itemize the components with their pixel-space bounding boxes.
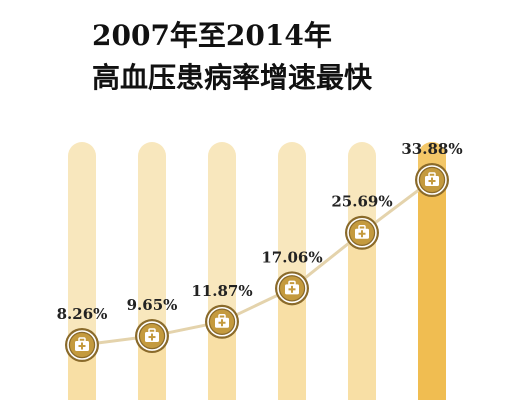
data-label-6: 33.88% (401, 140, 462, 158)
data-label-5: 25.69% (331, 193, 392, 211)
data-point-ring-1 (67, 330, 97, 360)
data-point-ring-4 (277, 273, 307, 304)
data-label-4: 17.06% (261, 248, 322, 266)
data-point-ring-6 (417, 165, 447, 195)
chart-title-line-1: 2007年至2014年 (92, 19, 332, 52)
medical-kit-handle-icon (78, 337, 86, 343)
medical-kit-handle-icon (288, 280, 296, 286)
column-fill-4 (278, 288, 306, 400)
medical-kit-handle-icon (358, 224, 366, 230)
medical-kit-handle-icon (428, 172, 436, 178)
medical-cross-horizontal (358, 232, 366, 235)
data-label-3: 11.87% (191, 282, 252, 300)
data-point-ring-3 (207, 306, 237, 337)
medical-cross-horizontal (218, 321, 226, 324)
data-point-ring-5 (347, 217, 377, 248)
medical-cross-horizontal (288, 288, 296, 291)
medical-kit-handle-icon (148, 328, 156, 334)
data-label-1: 8.26% (57, 305, 108, 323)
chart-title-line-2: 高血压患病率增速最快 (92, 61, 373, 94)
medical-cross-horizontal (78, 345, 86, 347)
data-label-2: 9.65% (127, 296, 178, 314)
medical-cross-horizontal (148, 336, 156, 339)
column-fill-6 (418, 180, 446, 400)
column-fill-5 (348, 232, 376, 400)
medical-kit-handle-icon (218, 314, 226, 320)
data-point-ring-2 (137, 321, 167, 351)
medical-cross-horizontal (428, 180, 436, 182)
